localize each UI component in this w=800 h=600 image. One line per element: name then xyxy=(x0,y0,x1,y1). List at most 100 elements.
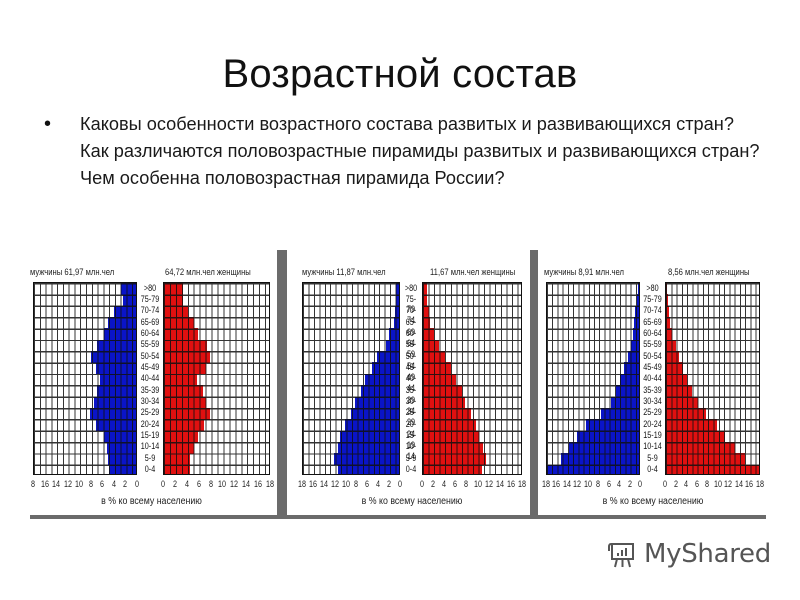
male-grid xyxy=(302,282,400,475)
axis-tick-label: 2 xyxy=(431,479,436,489)
age-group-label: 50-54 xyxy=(140,350,160,361)
grid-lines xyxy=(423,283,521,474)
age-group-label: 25-29 xyxy=(140,407,160,418)
axis-tick-label: 16 xyxy=(506,479,515,489)
age-group-label: 0-4 xyxy=(647,464,658,475)
age-group-label: 20-24 xyxy=(140,418,160,429)
axis-tick-label: 2 xyxy=(673,479,678,489)
axis-tick-label: 12 xyxy=(230,479,239,489)
axis-tick-label: 10 xyxy=(583,479,592,489)
axis-tick-label: 16 xyxy=(254,479,263,489)
age-group-labels: >80 75-79 70-74 65-69 60-64 55-59 50-54 45-49 40… xyxy=(640,282,665,475)
age-group-label: 30-34 xyxy=(643,396,662,407)
age-group-label: 70-74 xyxy=(405,305,417,326)
axis-tick-label: 8 xyxy=(30,479,36,489)
age-group-labels: >80 75-79 70-74 65-69 60-64 55-59 50-54 45-49 40… xyxy=(137,282,163,475)
female-grid xyxy=(665,282,760,475)
age-group-label: 65-69 xyxy=(140,316,160,327)
age-group-label: 55-59 xyxy=(140,339,160,350)
axis-tick-label: 8 xyxy=(354,479,359,489)
age-group-label: 0-4 xyxy=(144,464,156,475)
axis-tick-label: 12 xyxy=(724,479,733,489)
age-group-label: 45-49 xyxy=(643,361,662,372)
bullet-question-text: Каковы особенности возрастного состава р… xyxy=(80,114,760,188)
axis-tick-label: 0 xyxy=(662,479,668,489)
axis-tick-label: 0 xyxy=(419,479,425,489)
age-group-label: 70-74 xyxy=(643,305,662,316)
axis-tick-label: 0 xyxy=(134,479,140,489)
axis-tick-label: 2 xyxy=(387,479,392,489)
axis-tick-label: 8 xyxy=(88,479,93,489)
age-group-label: >80 xyxy=(143,282,157,293)
axis-tick-label: 8 xyxy=(705,479,710,489)
age-group-label: 55-59 xyxy=(643,339,662,350)
pyramids-figure: мужчины 61,97 млн.чел 64,72 млн.чел женщи… xyxy=(30,250,766,520)
age-group-label: 25-29 xyxy=(405,407,417,428)
grid-lines xyxy=(303,283,399,474)
age-group-label: 75-79 xyxy=(140,293,160,304)
axis-tick-label: 0 xyxy=(160,479,166,489)
age-group-label: >80 xyxy=(646,282,659,293)
axis-tick-label: 14 xyxy=(734,479,743,489)
axis-tick-label: 6 xyxy=(365,479,370,489)
age-group-label: 20-24 xyxy=(405,418,417,439)
axis-tick-label: 14 xyxy=(52,479,61,489)
grid-lines xyxy=(666,283,759,474)
axis-tick-label: 4 xyxy=(442,479,447,489)
myshared-logo: MyShared xyxy=(608,538,771,570)
axis-tick-label: 12 xyxy=(330,479,339,489)
axis-tick-label: 12 xyxy=(484,479,493,489)
axis-tick-label: 14 xyxy=(242,479,251,489)
male-population-label: мужчины 8,91 млн.чел xyxy=(544,267,624,277)
female-axis-ticks: 0 2 4 6 8 10 12 14 16 18 xyxy=(419,479,526,491)
axis-tick-label: 8 xyxy=(208,479,213,489)
population-pyramid-2: мужчины 11,87 млн.чел 11,67 млн.чел женщи… xyxy=(30,250,766,520)
female-axis-ticks: 0 2 4 6 8 10 12 14 16 18 xyxy=(662,479,764,491)
age-group-label: 35-39 xyxy=(643,384,662,395)
figure-bottom-border xyxy=(30,515,766,519)
age-group-label: 40-44 xyxy=(140,373,160,384)
axis-tick-label: 4 xyxy=(617,479,622,489)
axis-tick-label: 10 xyxy=(473,479,482,489)
axis-tick-label: 6 xyxy=(694,479,699,489)
age-group-label: 30-34 xyxy=(405,396,417,417)
axis-tick-label: 18 xyxy=(517,479,527,489)
axis-tick-label: 6 xyxy=(606,479,611,489)
age-group-label: 10-14 xyxy=(140,441,160,452)
male-population-label: мужчины 11,87 млн.чел xyxy=(302,267,386,277)
population-pyramid-3: мужчины 8,91 млн.чел 8,56 млн.чел женщины… xyxy=(30,250,766,520)
age-group-label: 5-9 xyxy=(144,452,156,463)
age-group-labels: >80 75-79 70-74 65-69 60-64 55-59 50-54 45-49 40… xyxy=(400,282,422,475)
grid-lines xyxy=(547,283,639,474)
axis-tick-label: 10 xyxy=(75,479,84,489)
female-population-label: 11,67 млн.чел женщины xyxy=(430,267,516,277)
axis-tick-label: 4 xyxy=(184,479,189,489)
age-group-label: 15-19 xyxy=(140,430,160,441)
axis-tick-label: 18 xyxy=(297,479,307,489)
axis-tick-label: 12 xyxy=(573,479,582,489)
age-group-label: 30-34 xyxy=(140,396,160,407)
axis-tick-label: 10 xyxy=(218,479,227,489)
axis-tick-label: 10 xyxy=(341,479,350,489)
x-axis-label: в % ко всему населению xyxy=(602,496,704,507)
x-axis-label: в % ко всему населению xyxy=(101,496,202,507)
bullet-dot-icon: • xyxy=(44,113,52,135)
axis-tick-label: 18 xyxy=(265,479,275,489)
axis-tick-label: 16 xyxy=(745,479,754,489)
slide-title: Возрастной состав xyxy=(222,52,578,96)
male-grid xyxy=(33,282,137,475)
axis-tick-label: 12 xyxy=(63,479,72,489)
axis-tick-label: 14 xyxy=(562,479,571,489)
axis-tick-label: 2 xyxy=(123,479,128,489)
age-group-label: 5-9 xyxy=(405,452,417,463)
panel-separator xyxy=(530,250,538,518)
age-group-label: 40-44 xyxy=(405,373,417,394)
age-group-label: 15-19 xyxy=(405,430,417,451)
female-population-label: 64,72 млн.чел женщины xyxy=(165,267,251,277)
axis-tick-label: 2 xyxy=(172,479,177,489)
axis-tick-label: 6 xyxy=(196,479,201,489)
axis-tick-label: 4 xyxy=(684,479,689,489)
presentation-board-icon xyxy=(608,543,634,568)
male-axis-ticks: 8 16 14 12 10 8 6 4 2 0 xyxy=(30,479,140,491)
age-group-label: 25-29 xyxy=(643,407,662,418)
